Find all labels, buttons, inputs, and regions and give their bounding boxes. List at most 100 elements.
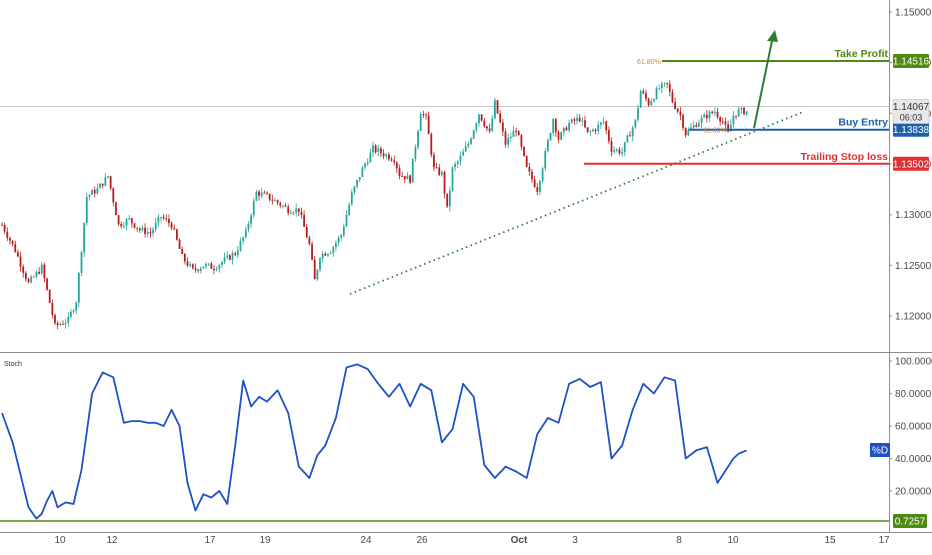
- candle-body: [1, 224, 3, 226]
- candle-body: [85, 196, 88, 223]
- time-tick-label: 10: [54, 535, 66, 546]
- candle-body: [615, 149, 618, 151]
- candle-body: [435, 167, 438, 169]
- candle-body: [398, 168, 401, 176]
- candle-body: [562, 127, 565, 133]
- candle-body: [340, 235, 343, 238]
- candle-body: [125, 219, 128, 226]
- level-price-badge-text: 1.14516: [893, 57, 930, 68]
- candle-body: [244, 229, 247, 238]
- fib-label-bottom: 61.80%: [703, 128, 727, 135]
- candle-body: [282, 205, 284, 207]
- time-tick-label: 15: [824, 535, 836, 546]
- candle-body: [478, 114, 480, 124]
- arrow-head: [767, 30, 778, 42]
- candle-body: [350, 192, 353, 205]
- candle-body: [93, 190, 96, 194]
- candle-body: [578, 117, 581, 122]
- level-price-badge-text: 1.13838: [893, 125, 930, 136]
- candle-body: [382, 153, 385, 157]
- candle-body: [186, 261, 189, 266]
- candle-body: [576, 117, 578, 121]
- candle-body: [541, 168, 544, 182]
- time-tick-label: 8: [676, 535, 682, 546]
- candle-body: [380, 148, 382, 154]
- candle-body: [438, 167, 441, 175]
- candle-body: [226, 255, 229, 258]
- candle-body: [472, 130, 475, 139]
- candle-body: [30, 276, 33, 283]
- candle-body: [464, 146, 467, 152]
- candle-body: [655, 88, 658, 99]
- candle-body: [274, 200, 276, 202]
- candle-body: [297, 208, 300, 212]
- stoch-legend-text: %D: [872, 446, 888, 457]
- candle-body: [671, 91, 674, 103]
- candle-body: [104, 177, 107, 186]
- candle-body: [631, 127, 634, 137]
- candle-body: [17, 252, 19, 257]
- candle-body: [223, 257, 226, 263]
- candle-body: [507, 138, 510, 145]
- candle-body: [54, 315, 56, 323]
- candle-body: [441, 172, 443, 175]
- candle-body: [268, 193, 271, 200]
- candle-body: [32, 276, 35, 278]
- candle-body: [218, 264, 221, 269]
- candle-body: [496, 100, 499, 114]
- candle-body: [207, 263, 210, 265]
- candle-body: [462, 151, 464, 156]
- level-label: Take Profit: [835, 48, 889, 60]
- candle-body: [313, 259, 316, 280]
- candle-body: [115, 202, 117, 216]
- candle-body: [252, 200, 255, 216]
- candle-body: [130, 218, 133, 224]
- level-price-badge: [893, 54, 929, 69]
- candle-body: [480, 114, 483, 121]
- candle-body: [239, 240, 242, 251]
- candle-body: [448, 190, 451, 207]
- candle-body: [24, 272, 27, 280]
- candle-body: [491, 118, 494, 132]
- candle-body: [117, 215, 120, 224]
- candle-body: [35, 271, 38, 277]
- candle-body: [202, 266, 205, 269]
- candle-body: [56, 322, 59, 325]
- candle-body: [157, 217, 160, 223]
- price-tick-label: 1.12500: [895, 261, 932, 272]
- candle-body: [658, 88, 661, 90]
- candle-body: [128, 218, 131, 220]
- osc-tick-label: 80.0000: [895, 389, 932, 400]
- candle-body: [607, 130, 610, 142]
- candle-body: [660, 83, 663, 89]
- candle-body: [59, 324, 62, 326]
- candle-body: [263, 192, 266, 194]
- candle-body: [586, 127, 589, 132]
- candle-body: [123, 225, 125, 227]
- candle-body: [637, 107, 639, 120]
- candle-body: [475, 123, 478, 131]
- candle-body: [300, 211, 303, 215]
- candle-body: [311, 244, 313, 260]
- stoch-legend-badge: [870, 443, 890, 457]
- candle-body: [425, 114, 427, 116]
- candle-body: [234, 253, 237, 255]
- osc-tick-label: 40.0000: [895, 454, 932, 465]
- time-tick-label: 12: [106, 535, 118, 546]
- candle-body: [727, 124, 729, 132]
- candle-body: [160, 217, 162, 219]
- candle-body: [488, 128, 491, 132]
- candle-body: [706, 114, 708, 119]
- candle-body: [120, 223, 123, 227]
- candle-body: [610, 141, 613, 152]
- candle-body: [713, 111, 716, 113]
- candle-body: [287, 206, 290, 214]
- candle-body: [594, 129, 597, 132]
- candle-body: [366, 162, 369, 165]
- candle-body: [520, 135, 523, 147]
- candle-body: [19, 256, 22, 267]
- candle-body: [639, 91, 642, 108]
- candle-body: [544, 151, 547, 169]
- candle-body: [138, 228, 141, 231]
